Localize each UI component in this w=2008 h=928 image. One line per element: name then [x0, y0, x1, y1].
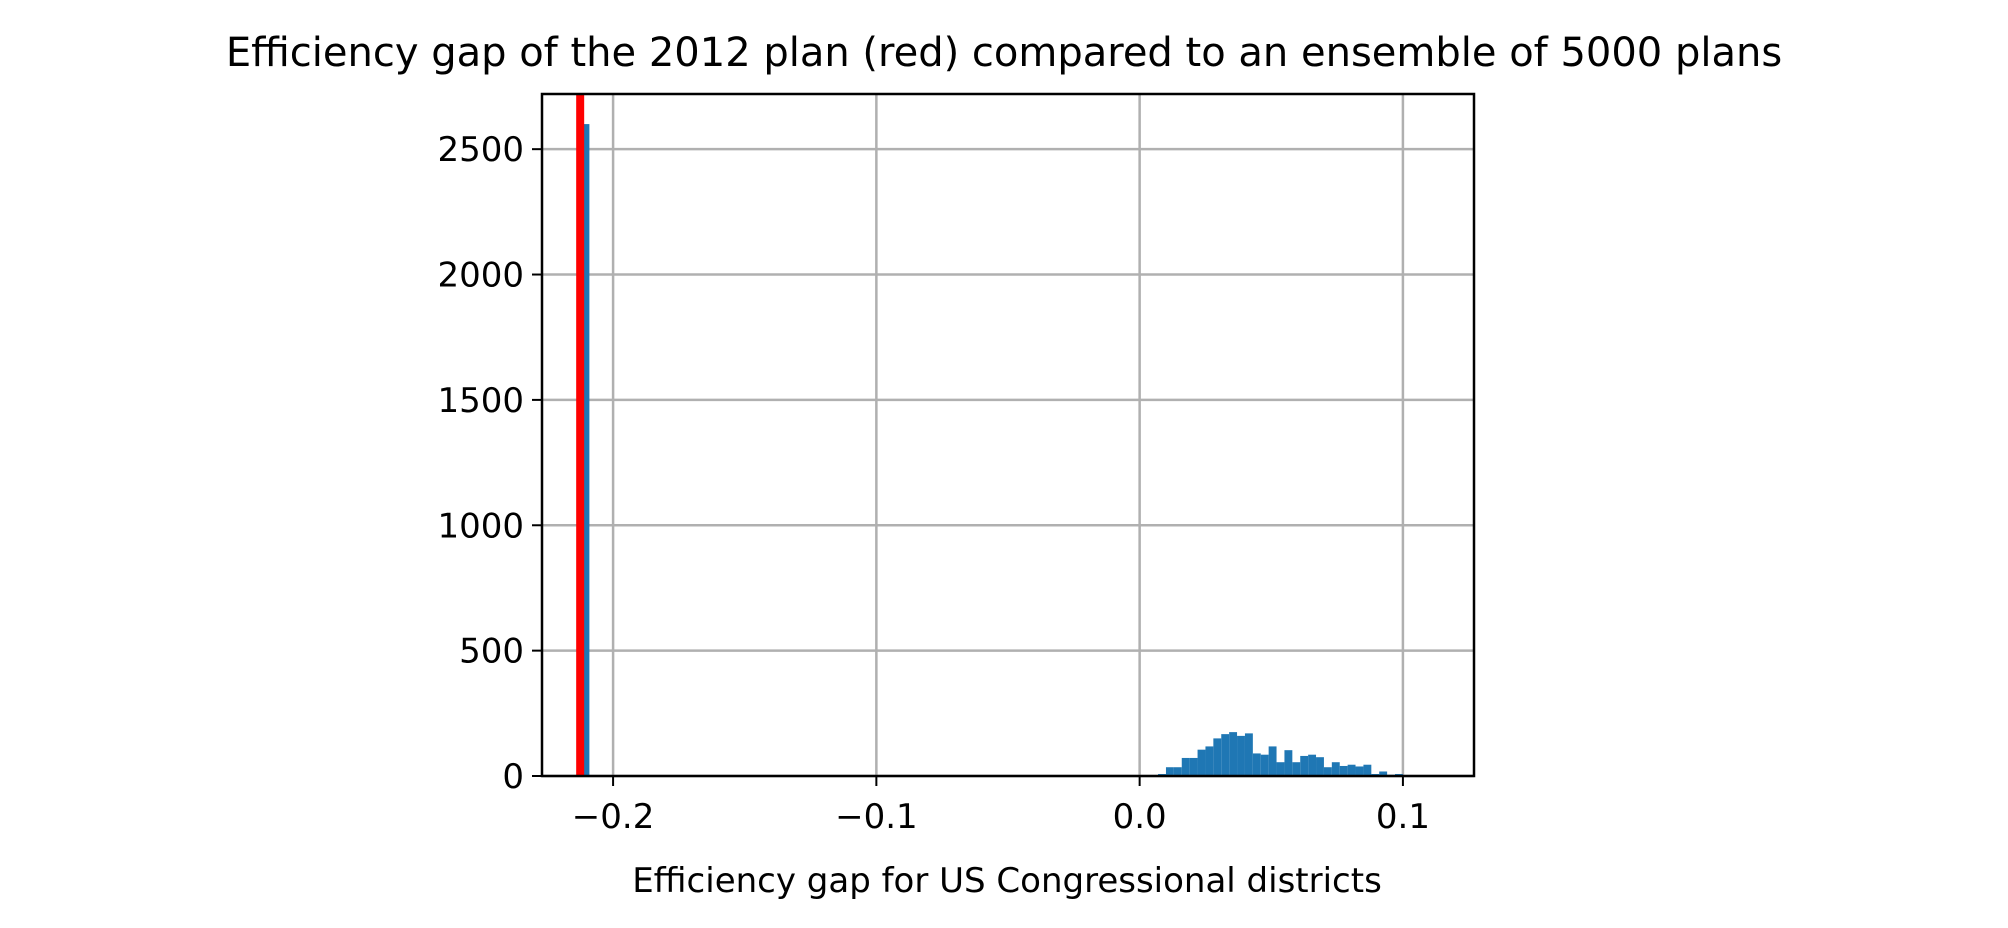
- histogram-bar: [1323, 767, 1332, 776]
- histogram-bar: [1292, 762, 1301, 776]
- histogram-bar: [1229, 732, 1238, 776]
- histogram-bar: [1347, 764, 1356, 776]
- histogram-bar: [1355, 766, 1364, 776]
- histogram-bar: [1339, 765, 1348, 776]
- x-axis-ticks: −0.2 −0.1 0.0 0.1: [572, 776, 1430, 837]
- histogram-bar: [1237, 735, 1245, 776]
- y-tick-label: 1000: [437, 506, 524, 546]
- chart-title: Efficiency gap of the 2012 plan (red) co…: [226, 30, 1782, 76]
- histogram-bar: [1244, 733, 1253, 776]
- y-tick-label: 1500: [437, 381, 524, 421]
- histogram-bar: [1300, 755, 1309, 776]
- histogram-bar: [1205, 746, 1214, 776]
- histogram-bar: [1379, 771, 1388, 776]
- histogram-bar: [1316, 757, 1324, 776]
- histogram-bar: [1181, 757, 1190, 776]
- y-tick-label: 500: [459, 632, 524, 672]
- x-tick-label: 0.0: [1113, 797, 1167, 837]
- x-tick-label: −0.1: [835, 797, 918, 837]
- histogram-bar: [1284, 750, 1293, 776]
- x-tick-label: −0.2: [572, 797, 655, 837]
- grid-lines: [542, 94, 1474, 778]
- histogram-bar: [1221, 734, 1230, 776]
- histogram-bars: [581, 124, 1403, 776]
- y-tick-label: 2500: [437, 130, 524, 170]
- histogram-bar: [1213, 738, 1222, 776]
- histogram-bar: [1363, 764, 1372, 776]
- histogram-bar: [1197, 749, 1206, 776]
- histogram-bar: [1173, 767, 1182, 776]
- plot-frame: [540, 92, 1476, 778]
- x-tick-label: 0.1: [1376, 797, 1430, 837]
- histogram-bar: [1165, 767, 1174, 776]
- histogram-bar: [1331, 762, 1340, 776]
- y-tick-label: 0: [502, 757, 524, 797]
- histogram-bar: [1308, 754, 1317, 776]
- histogram-bar: [1189, 757, 1198, 776]
- y-axis-ticks: 0 500 1000 1500 2000 2500: [437, 130, 542, 797]
- histogram-bar: [1260, 754, 1269, 776]
- histogram-bar: [1252, 753, 1261, 776]
- y-tick-label: 2000: [437, 256, 524, 296]
- x-axis-label: Efficiency gap for US Congressional dist…: [632, 861, 1382, 901]
- histogram-bar: [581, 124, 590, 776]
- histogram-bar: [1268, 746, 1277, 776]
- histogram-bar: [1276, 762, 1285, 776]
